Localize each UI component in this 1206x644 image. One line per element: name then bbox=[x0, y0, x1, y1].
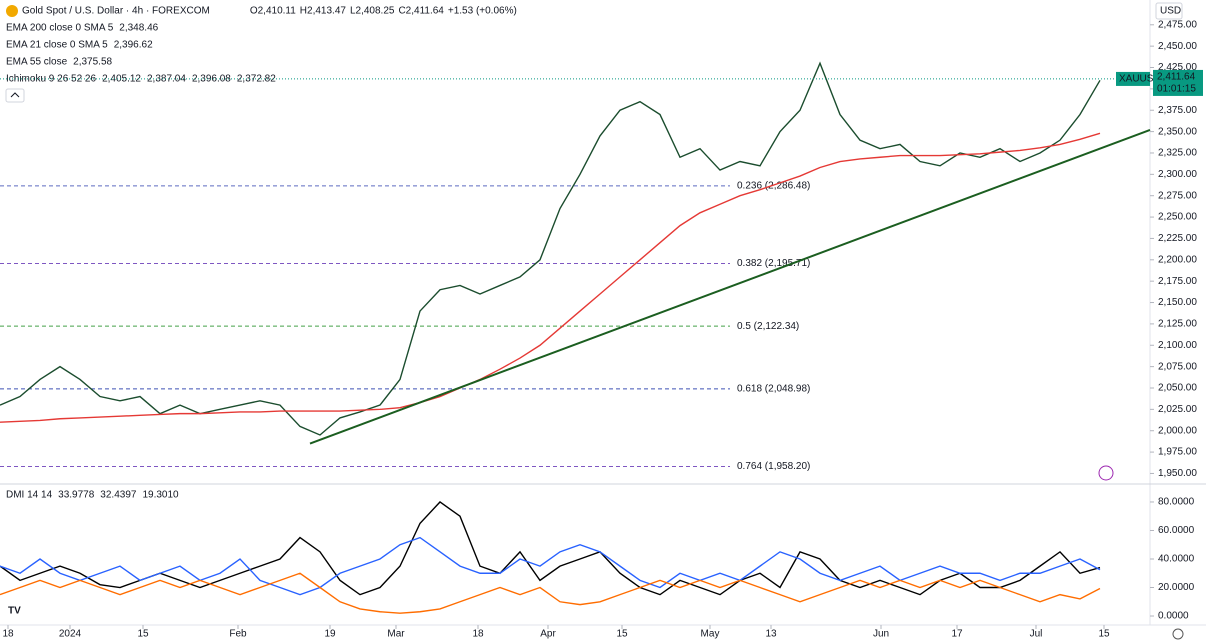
x-tick-label: Mar bbox=[387, 629, 405, 640]
chart-title: Gold Spot / U.S. Dollar · 4h · FOREXCOM bbox=[22, 6, 210, 17]
x-tick-label: 2024 bbox=[59, 629, 82, 640]
x-tick-label: May bbox=[701, 629, 720, 640]
event-icon[interactable] bbox=[1098, 465, 1114, 481]
y-tick-label: 0.0000 bbox=[1158, 611, 1189, 622]
y-tick-label: 2,025.00 bbox=[1158, 404, 1197, 415]
settings-icon[interactable] bbox=[1172, 628, 1184, 640]
y-tick-label: 2,175.00 bbox=[1158, 276, 1197, 287]
x-tick-label: 15 bbox=[616, 629, 628, 640]
legend-text: 19.3010 bbox=[142, 490, 179, 501]
fib-label: 0.764 (1,958.20) bbox=[737, 461, 810, 472]
x-tick-label: 18 bbox=[472, 629, 484, 640]
x-tick-label: 15 bbox=[1098, 629, 1110, 640]
fib-label: 0.618 (2,048.98) bbox=[737, 384, 810, 395]
fib-label: 0.382 (2,195.71) bbox=[737, 258, 810, 269]
x-tick-label: 19 bbox=[324, 629, 336, 640]
legend-text: O2,410.11 bbox=[250, 6, 296, 17]
y-tick-label: 2,325.00 bbox=[1158, 148, 1197, 159]
legend-text: 32.4397 bbox=[100, 490, 137, 501]
x-tick-label: 15 bbox=[137, 629, 149, 640]
symbol-tag-text: XAUUSD bbox=[1119, 74, 1161, 85]
y-tick-label: 2,050.00 bbox=[1158, 383, 1197, 394]
series-line bbox=[0, 536, 1101, 596]
collapse-icon bbox=[10, 92, 20, 98]
legend-text: 2,387.04 bbox=[147, 74, 186, 85]
y-tick-label: 2,450.00 bbox=[1158, 41, 1197, 52]
y-tick-label: 2,300.00 bbox=[1158, 169, 1197, 180]
legend-text: 2,375.58 bbox=[73, 57, 112, 68]
x-tick-label: Jul bbox=[1030, 629, 1043, 640]
y-tick-label: 1,950.00 bbox=[1158, 468, 1197, 479]
series-line bbox=[0, 132, 1101, 423]
y-tick-label: 2,375.00 bbox=[1158, 105, 1197, 116]
price-tag-text: 2,411.64 bbox=[1157, 72, 1196, 83]
legend-text: 2,405.12 bbox=[102, 74, 141, 85]
legend-text: EMA 21 close 0 SMA 5 bbox=[6, 40, 108, 51]
y-tick-label: 2,425.00 bbox=[1158, 62, 1197, 73]
x-tick-label: 13 bbox=[765, 629, 777, 640]
series-line bbox=[0, 61, 1101, 436]
fib-label: 0.5 (2,122.34) bbox=[737, 321, 799, 332]
y-tick-label: 2,275.00 bbox=[1158, 190, 1197, 201]
currency-button[interactable] bbox=[1155, 2, 1183, 20]
y-tick-label: 2,000.00 bbox=[1158, 425, 1197, 436]
y-tick-label: 2,350.00 bbox=[1158, 126, 1197, 137]
legend-text: C2,411.64 bbox=[398, 6, 444, 17]
series-line bbox=[0, 501, 1101, 596]
y-tick-label: 2,225.00 bbox=[1158, 233, 1197, 244]
y-tick-label: 2,100.00 bbox=[1158, 340, 1197, 351]
legend-text: 2,396.62 bbox=[114, 40, 153, 51]
y-tick-label: 1,975.00 bbox=[1158, 447, 1197, 458]
series-line bbox=[0, 572, 1101, 614]
legend-text: +1.53 (+0.06%) bbox=[448, 6, 517, 17]
x-tick-label: Feb bbox=[229, 629, 247, 640]
y-tick-label: 20.0000 bbox=[1158, 582, 1195, 593]
y-tick-label: 80.0000 bbox=[1158, 497, 1195, 508]
y-tick-label: 2,075.00 bbox=[1158, 361, 1197, 372]
countdown: 01:01:15 bbox=[1157, 84, 1196, 95]
x-tick-label: 18 bbox=[2, 629, 14, 640]
x-tick-label: Apr bbox=[540, 629, 556, 640]
y-tick-label: 40.0000 bbox=[1158, 554, 1195, 565]
legend-text: 33.9778 bbox=[58, 490, 95, 501]
y-tick-label: 2,200.00 bbox=[1158, 254, 1197, 265]
legend-text: EMA 55 close bbox=[6, 57, 68, 68]
x-tick-label: Jun bbox=[873, 629, 889, 640]
fib-label: 0.236 (2,286.48) bbox=[737, 181, 810, 192]
symbol-tag bbox=[1116, 71, 1150, 86]
y-tick-label: 2,475.00 bbox=[1158, 19, 1197, 30]
logo: TV bbox=[8, 606, 21, 617]
legend-text: 2,348.46 bbox=[119, 23, 158, 34]
legend-text: 2,372.82 bbox=[237, 74, 276, 85]
legend-text: H2,413.47 bbox=[300, 6, 347, 17]
price-tag bbox=[1153, 69, 1203, 96]
symbol-icon bbox=[6, 5, 18, 17]
trendline bbox=[309, 128, 1151, 445]
y-tick-label: 2,150.00 bbox=[1158, 297, 1197, 308]
collapse-button[interactable] bbox=[5, 88, 25, 103]
y-tick-label: 60.0000 bbox=[1158, 525, 1195, 536]
legend-text: DMI 14 14 bbox=[6, 490, 53, 501]
x-tick-label: 17 bbox=[951, 629, 963, 640]
y-tick-label: 2,125.00 bbox=[1158, 319, 1197, 330]
legend-text: EMA 200 close 0 SMA 5 bbox=[6, 23, 114, 34]
legend-text: 2,396.08 bbox=[192, 74, 231, 85]
y-tick-label: 2,250.00 bbox=[1158, 212, 1197, 223]
currency[interactable]: USD bbox=[1160, 6, 1181, 17]
legend-text: L2,408.25 bbox=[350, 6, 395, 17]
